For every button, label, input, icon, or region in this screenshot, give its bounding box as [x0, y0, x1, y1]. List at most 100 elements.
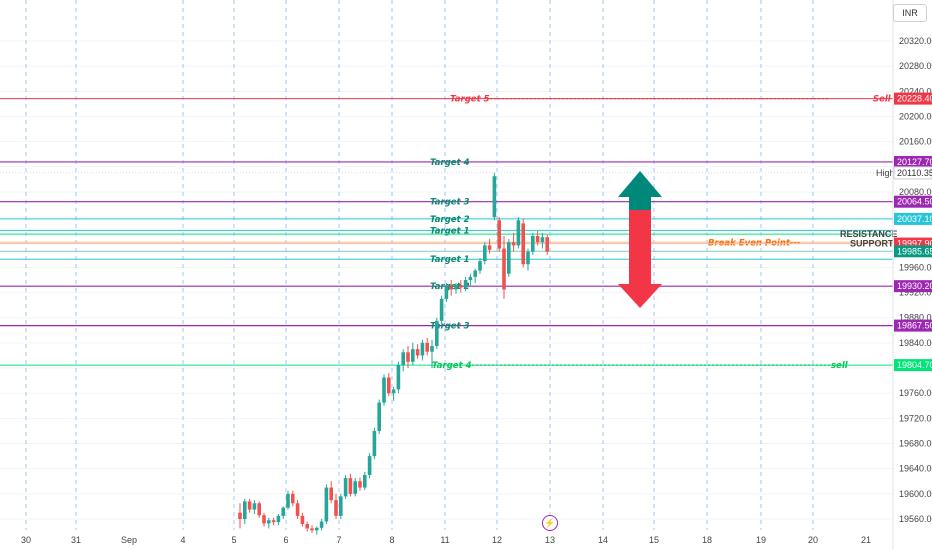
candle-body: [406, 352, 410, 362]
price-axis[interactable]: 19560.00 19600.00 19640.00 19680.00 19720.00…: [892, 0, 932, 550]
x-tick-label: 20: [808, 535, 818, 545]
y-tick-label: 19960.00: [899, 262, 932, 272]
candle-body: [497, 220, 501, 249]
price-box-label: 19930.20: [897, 281, 932, 291]
candle-body: [367, 456, 372, 475]
candle-body: [487, 245, 492, 250]
x-tick-label: 31: [71, 535, 81, 545]
candle-body: [444, 286, 449, 299]
candle-body: [319, 521, 324, 528]
x-tick-label: 6: [283, 535, 288, 545]
level-label: Target 1: [430, 226, 470, 236]
price-box: 20037.10: [894, 212, 932, 225]
sr-tag: RESISTANCE: [840, 229, 897, 239]
candle-body: [401, 352, 405, 365]
x-tick-label: 15: [649, 535, 659, 545]
candle-body: [435, 320, 439, 347]
candle-body: [382, 377, 386, 403]
arrow-shaft-up: [629, 210, 651, 236]
x-tick-label: 12: [492, 535, 502, 545]
price-box: 19804.70: [894, 359, 932, 372]
candle-body: [473, 270, 477, 277]
candle-body: [425, 342, 429, 352]
candle-body: [348, 478, 353, 494]
up-arrow-icon: [618, 171, 662, 210]
price-box: 20127.70: [894, 155, 932, 168]
price-box-label: 20127.70: [897, 157, 932, 167]
candle-body: [252, 503, 257, 510]
candle-body: [492, 176, 497, 218]
lightning-icon[interactable]: ⚡: [542, 515, 558, 531]
candle-body: [295, 503, 300, 516]
level-label: Target 3: [430, 198, 470, 208]
candle-body: [483, 245, 487, 262]
candle-body: [343, 478, 348, 497]
y-tick-label: 19560.00: [899, 514, 932, 524]
y-tick-label: 20080.00: [899, 187, 932, 197]
x-tick-label: 18: [702, 535, 712, 545]
sell-tag: Sell: [873, 95, 892, 105]
y-tick-label: 19600.00: [899, 489, 932, 499]
level-label: Target 3: [430, 322, 470, 332]
candle-body: [511, 242, 516, 246]
candle-body: [415, 349, 420, 356]
candle-body: [391, 389, 396, 394]
candle-body: [502, 248, 506, 290]
candle-body: [271, 520, 276, 523]
currency-selector[interactable]: INR: [893, 4, 927, 22]
x-tick-label: Sep: [121, 535, 137, 545]
candle-body: [526, 251, 530, 265]
time-axis[interactable]: 30 31 Sep 4 5 6 7 8 11 12 13 14 15 18 19 20 21: [21, 535, 871, 545]
candle-body: [507, 242, 511, 274]
candle-body: [334, 500, 338, 516]
candle-body: [459, 285, 463, 288]
price-box-label: 19985.65: [897, 246, 932, 256]
x-tick-label: 5: [231, 535, 236, 545]
candle-body: [545, 237, 549, 252]
candle-body: [281, 507, 285, 516]
candle-body: [439, 298, 444, 321]
candle-body: [516, 220, 521, 246]
candle-body: [463, 280, 468, 288]
down-arrow-icon: [618, 284, 662, 308]
x-tick-label: 14: [598, 535, 608, 545]
price-box-label: 20037.10: [897, 214, 932, 224]
candle-body: [478, 261, 482, 271]
price-box: 20228.40: [894, 92, 932, 105]
x-tick-label: 21: [861, 535, 871, 545]
x-tick-label: 19: [756, 535, 766, 545]
trade-arrows: [618, 171, 662, 308]
candle-body: [521, 223, 525, 265]
sr-tag: SUPPORT: [850, 239, 894, 249]
candle-body: [329, 487, 333, 501]
candle-body: [247, 501, 252, 510]
y-tick-label: 19640.00: [899, 464, 932, 474]
price-box-label: 20110.35: [897, 168, 932, 178]
candle-body: [377, 402, 381, 431]
candle-body: [420, 342, 425, 356]
candle-body: [262, 515, 266, 524]
y-tick-label: 19880.00: [899, 313, 932, 323]
sell-tag: sell: [831, 361, 849, 371]
price-box-label: 19804.70: [897, 360, 932, 370]
candle-body: [339, 496, 343, 516]
y-tick-label: 20280.00: [899, 61, 932, 71]
candle-body: [243, 501, 247, 519]
high-tag: High: [876, 168, 895, 178]
candle-body: [300, 515, 305, 525]
candle-body: [267, 520, 271, 524]
candle-body: [531, 235, 535, 252]
price-box-label: 19867.50: [897, 321, 932, 331]
candlesticks: [238, 173, 549, 535]
candle-body: [540, 237, 545, 243]
candle-body: [358, 481, 362, 488]
price-box-label: 20228.40: [897, 94, 932, 104]
candle-body: [310, 528, 314, 531]
price-box: 20064.50: [894, 195, 932, 208]
price-box: 20110.35: [893, 166, 932, 180]
candle-body: [430, 346, 434, 352]
candle-body: [387, 377, 391, 394]
candle-body: [286, 493, 290, 508]
y-tick-label: 20200.00: [899, 111, 932, 121]
